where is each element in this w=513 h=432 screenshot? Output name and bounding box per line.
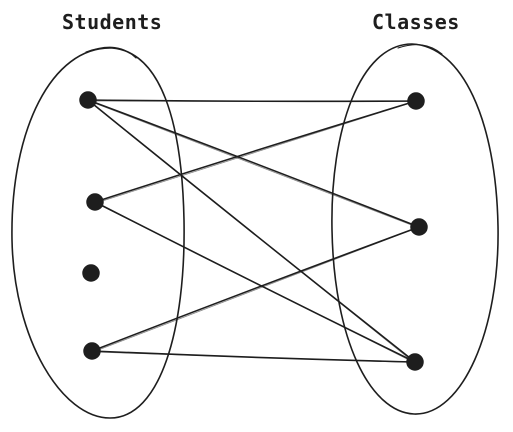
nodes-layer — [80, 92, 427, 370]
student-node-s4 — [84, 343, 100, 359]
edge-s2-c3-sketch — [96, 203, 414, 363]
edge-s1-c2 — [88, 100, 419, 227]
edge-s2-c3 — [95, 202, 415, 362]
classes-set-title: Classes — [372, 10, 460, 34]
edge-s1-c2-sketch — [89, 101, 418, 228]
class-node-c3 — [407, 354, 423, 370]
student-node-s1 — [80, 92, 96, 108]
students-set-ellipse — [12, 47, 184, 418]
edge-s2-c1-sketch — [96, 102, 415, 204]
class-node-c2 — [411, 219, 427, 235]
edge-s1-c3-sketch — [89, 101, 414, 363]
student-node-s3 — [83, 265, 99, 281]
students-set-title: Students — [62, 10, 162, 34]
edge-s4-c3-sketch — [93, 352, 414, 363]
student-node-s2 — [87, 194, 103, 210]
edge-s1-c1-sketch — [89, 101, 415, 102]
edges-layer — [88, 100, 419, 363]
class-node-c1 — [408, 93, 424, 109]
edge-s4-c3 — [92, 351, 415, 362]
edge-s4-c2-sketch — [93, 228, 418, 353]
